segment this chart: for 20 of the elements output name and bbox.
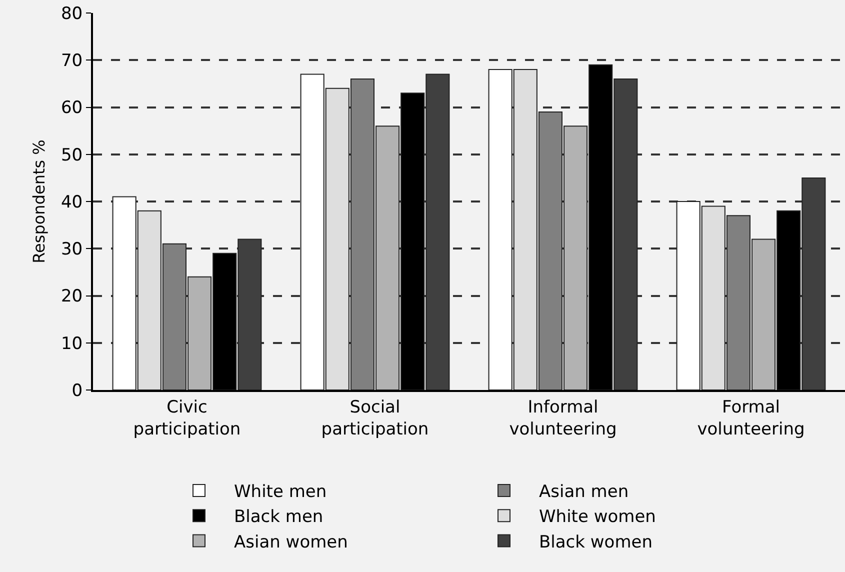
- y-tick-label: 20: [60, 286, 83, 307]
- legend-label: Asian men: [539, 482, 629, 502]
- x-tick-label: Civic participation: [133, 397, 241, 440]
- y-tick-label: 30: [60, 240, 83, 260]
- y-tick-label: 70: [60, 51, 83, 72]
- y-tick-label: 40: [60, 192, 83, 212]
- y-tick-label: 80: [60, 4, 83, 24]
- y-tick-label: 10: [60, 334, 83, 354]
- legend-label: White men: [234, 482, 327, 502]
- x-tick-label: Social participation: [321, 397, 429, 440]
- x-tick-label: Informal volunteering: [509, 397, 617, 440]
- y-axis-title: Respondents %: [29, 140, 48, 264]
- y-tick-label: 50: [60, 145, 83, 166]
- legend-label: White women: [539, 507, 656, 528]
- legend-label: Black women: [539, 532, 652, 552]
- y-tick-label: 60: [60, 98, 83, 118]
- legend-label: Asian women: [234, 532, 348, 552]
- y-tick-label: 0: [72, 380, 83, 401]
- legend-label: Black men: [234, 507, 324, 528]
- x-tick-label: Formal volunteering: [697, 397, 805, 440]
